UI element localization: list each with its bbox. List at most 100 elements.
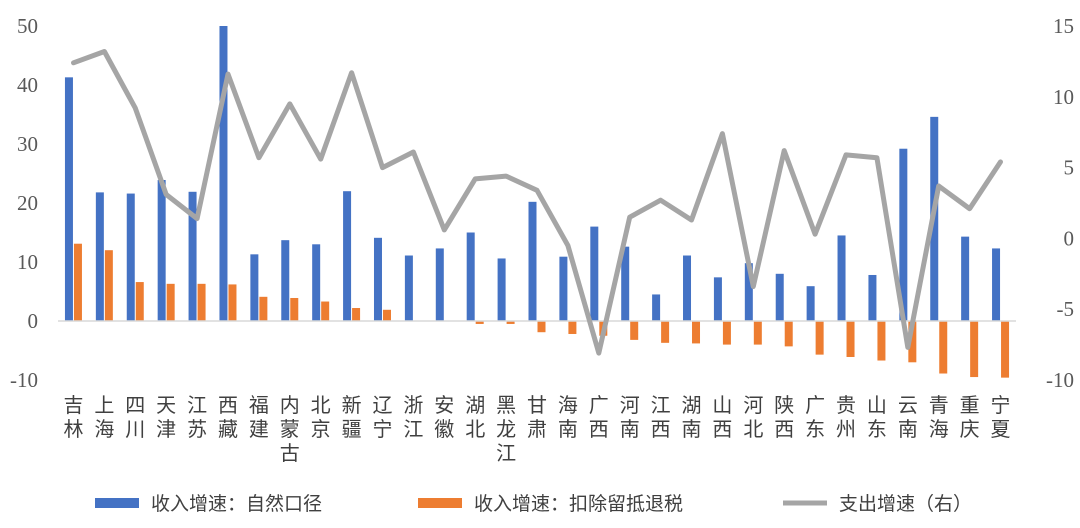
series-excluding-vat-refund-bars (73, 243, 1010, 378)
bar-natural (312, 244, 321, 321)
bar-natural (744, 263, 753, 321)
x-tick-label: 河北 (743, 393, 763, 441)
bar-excluding (166, 283, 175, 321)
x-tick-label: 贵州 (836, 393, 856, 441)
bar-excluding (753, 321, 762, 345)
x-tick-label: 安徽 (434, 393, 454, 441)
bar-natural (713, 277, 722, 321)
bar-natural (868, 274, 877, 321)
bar-excluding (352, 308, 361, 321)
x-tick-label: 上海 (94, 393, 114, 441)
y-tick-right: -5 (1057, 297, 1075, 321)
x-tick-label: 江苏 (187, 393, 207, 441)
x-axis-category-labels: 吉林上海四川天津江苏西藏福建内蒙古北京新疆辽宁浙江安徽湖北黑龙江甘肃海南广西河南… (63, 393, 1010, 465)
bar-excluding (815, 321, 824, 355)
bar-natural (281, 240, 290, 321)
bar-excluding (939, 321, 948, 374)
bar-excluding (135, 282, 144, 321)
bar-excluding (1001, 321, 1010, 378)
y-tick-right: 0 (1064, 226, 1075, 250)
bar-excluding (506, 321, 515, 324)
bar-excluding (259, 296, 268, 321)
y-axis-right: 15 10 5 0 -5 -10 (1046, 14, 1074, 392)
x-tick-label: 海南 (558, 393, 578, 441)
bar-natural (621, 246, 630, 321)
legend: 收入增速：自然口径 收入增速：扣除留抵退税 支出增速（右） (95, 493, 972, 515)
y-tick-left: 40 (17, 73, 38, 97)
legend-swatch-natural (95, 498, 139, 508)
legend-label-natural: 收入增速：自然口径 (151, 493, 322, 515)
y-tick-left: 20 (17, 191, 38, 215)
bar-excluding (568, 321, 577, 334)
x-tick-label: 四川 (125, 393, 145, 441)
bar-excluding (104, 250, 113, 321)
legend-label-excluding: 收入增速：扣除留抵退税 (474, 493, 683, 515)
line-expenditure (71, 49, 1003, 356)
bar-natural (590, 226, 599, 321)
series-expenditure-line (71, 49, 1003, 356)
bar-natural (992, 248, 1001, 321)
y-axis-left: 50 40 30 20 10 0 -10 (10, 14, 38, 392)
bar-excluding (877, 321, 886, 361)
bar-natural (559, 256, 568, 321)
x-tick-label: 辽宁 (372, 393, 392, 441)
bar-excluding (321, 301, 330, 321)
x-tick-label: 青海 (929, 393, 949, 441)
bar-natural (373, 237, 382, 321)
bar-natural (404, 255, 413, 321)
x-tick-label: 陕西 (774, 393, 794, 441)
bar-excluding (784, 321, 793, 347)
bar-natural (528, 201, 537, 321)
bar-natural (775, 273, 784, 321)
legend-swatch-excluding (418, 498, 462, 508)
x-tick-label: 广西 (589, 393, 609, 441)
series-natural-caliber-bars (64, 26, 1001, 321)
y-tick-left: 0 (28, 309, 39, 333)
x-tick-label: 内蒙古 (280, 393, 300, 465)
bar-natural (497, 258, 506, 321)
bar-natural (466, 232, 475, 321)
bar-natural (899, 148, 908, 321)
x-tick-label: 黑龙江 (496, 393, 516, 465)
bar-natural (250, 254, 259, 321)
bar-excluding (722, 321, 731, 345)
y-tick-left: 50 (17, 14, 38, 38)
bar-natural (126, 193, 135, 321)
bar-excluding (475, 321, 484, 324)
y-tick-left: 30 (17, 132, 38, 156)
bar-natural (157, 179, 166, 321)
y-tick-left: 10 (17, 250, 38, 274)
bar-natural (435, 248, 444, 321)
bar-excluding (197, 283, 206, 321)
bar-excluding (970, 321, 979, 378)
bar-excluding (290, 297, 299, 321)
x-tick-label: 山西 (712, 393, 732, 441)
y-tick-right: 10 (1053, 85, 1074, 109)
x-tick-label: 湖南 (682, 393, 702, 441)
bar-excluding (661, 321, 670, 343)
x-tick-label: 江西 (651, 393, 671, 441)
x-tick-label: 山东 (867, 393, 887, 441)
x-tick-label: 云南 (898, 393, 918, 441)
bar-natural (652, 294, 661, 321)
x-tick-label: 河南 (620, 393, 640, 441)
x-tick-label: 福建 (249, 393, 269, 441)
x-tick-label: 北京 (311, 393, 331, 441)
x-tick-label: 西藏 (218, 393, 238, 441)
x-tick-label: 新疆 (342, 393, 362, 441)
bar-excluding (692, 321, 701, 344)
bar-natural (961, 236, 970, 321)
x-tick-label: 吉林 (63, 393, 83, 441)
x-tick-label: 甘肃 (527, 393, 547, 441)
x-tick-label: 广东 (805, 393, 825, 441)
legend-label-expenditure: 支出增速（右） (839, 493, 972, 515)
bar-excluding (908, 321, 917, 363)
x-tick-label: 湖北 (465, 393, 485, 441)
y-tick-left: -10 (10, 368, 38, 392)
bar-natural (683, 255, 692, 321)
x-tick-label: 浙江 (403, 393, 423, 441)
x-tick-label: 天津 (156, 393, 176, 441)
bar-natural (95, 192, 104, 321)
bar-excluding (630, 321, 639, 340)
